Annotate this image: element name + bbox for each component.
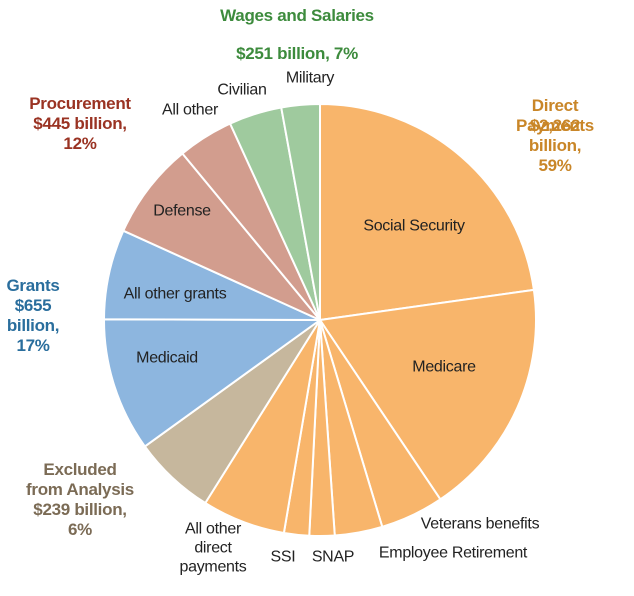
pie-slice xyxy=(318,288,537,501)
slice-label: Medicaid xyxy=(136,349,198,367)
slice-label: Social Security xyxy=(363,217,465,235)
group-label: $445 billion, 12% xyxy=(33,114,127,153)
group-label: $655 billion, 17% xyxy=(6,296,60,355)
pie-slice xyxy=(103,318,324,448)
slice-label: Employee Retirement xyxy=(378,544,528,562)
group-label: $239 billion, 6% xyxy=(33,500,127,539)
slice-label: SSI xyxy=(270,548,296,566)
slice-label: All other xyxy=(162,101,218,119)
slice-label: Civilian xyxy=(217,81,267,99)
pie-slice xyxy=(280,102,321,321)
pie-slice xyxy=(121,152,321,321)
slice-label: Veterans benefits xyxy=(420,515,540,533)
pie-slice xyxy=(319,102,536,322)
group-name: Direct Payments xyxy=(516,96,594,135)
slice-label: All other grants xyxy=(123,285,227,303)
group-name: Wages and Salaries xyxy=(220,6,374,25)
group-label: $2,262 billion, 59% xyxy=(528,116,582,175)
slice-label: Medicare xyxy=(412,358,476,376)
group-name: Grants xyxy=(6,276,60,295)
group-name: Procurement xyxy=(29,94,131,113)
group-name: Excluded from Analysis xyxy=(26,460,134,499)
slice-label: SNAP xyxy=(311,548,355,566)
group-label: $251 billion, 7% xyxy=(236,44,358,63)
slice-label: Defense xyxy=(153,202,211,220)
slice-label: Military xyxy=(285,69,335,87)
slice-label: All other direct payments xyxy=(179,520,247,576)
